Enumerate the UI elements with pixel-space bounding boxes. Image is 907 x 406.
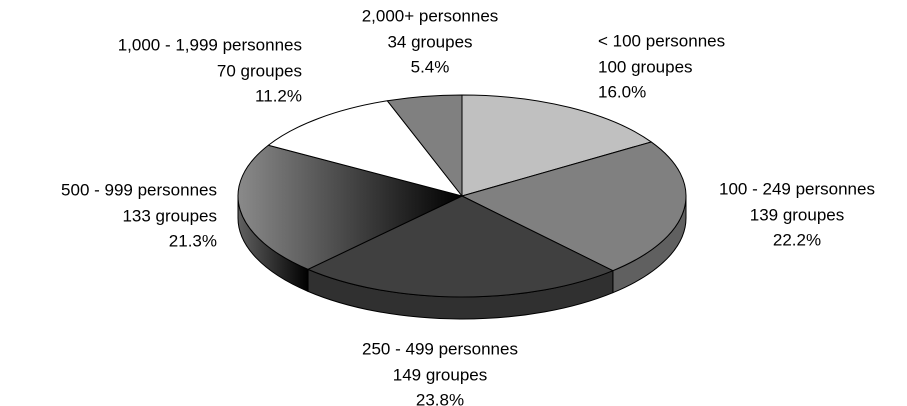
label-groups: 34 groupes bbox=[387, 32, 472, 51]
label-percent: 22.2% bbox=[773, 230, 821, 249]
slice bbox=[237, 144, 463, 270]
label-percent: 5.4% bbox=[411, 57, 450, 76]
label-percent: 11.2% bbox=[255, 86, 302, 105]
label-groups: 149 groupes bbox=[393, 365, 488, 384]
label-category: 2,000+ personnes bbox=[362, 6, 499, 25]
label-percent: 23.8% bbox=[416, 390, 464, 406]
slice bbox=[267, 100, 463, 197]
label-category: < 100 personnes bbox=[598, 31, 725, 50]
label-percent: 21.3% bbox=[169, 231, 217, 250]
label-percent: 16.0% bbox=[598, 82, 646, 101]
label-groups: 139 groupes bbox=[750, 205, 845, 224]
label-category: 500 - 999 personnes bbox=[61, 180, 217, 199]
slice bbox=[307, 195, 614, 298]
slice bbox=[461, 141, 687, 272]
label-groups: 133 groupes bbox=[122, 206, 217, 225]
label-groups: 70 groupes bbox=[217, 61, 302, 80]
label-category: 250 - 499 personnes bbox=[362, 339, 518, 358]
label-category: 100 - 249 personnes bbox=[719, 179, 875, 198]
label-category: 1,000 - 1,999 personnes bbox=[118, 35, 302, 54]
label-groups: 100 groupes bbox=[598, 57, 693, 76]
slice bbox=[386, 94, 463, 197]
slice bbox=[461, 94, 652, 197]
